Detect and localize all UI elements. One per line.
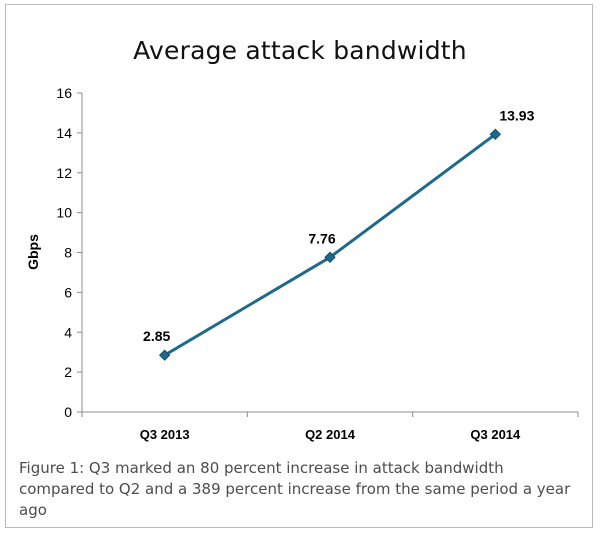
chart-title: Average attack bandwidth	[133, 36, 467, 65]
data-label: 2.85	[143, 328, 170, 344]
y-tick-label: 12	[56, 165, 72, 181]
data-point-marker	[489, 128, 502, 140]
y-axis-label: Gbps	[25, 234, 41, 270]
y-tick-label: 0	[64, 404, 72, 420]
x-tick-label: Q2 2014	[305, 427, 356, 442]
line-chart: 0 2 4 6 8 10 12 14 16 Q3 2013 Q2 2014 Q3 2014 2.85…	[25, 85, 579, 442]
y-tick-label: 16	[56, 85, 72, 101]
data-point-marker	[324, 251, 336, 263]
x-tick-labels: Q3 2013 Q2 2014 Q3 2014	[140, 427, 521, 442]
y-tick-label: 6	[64, 284, 72, 300]
series	[158, 128, 502, 361]
x-tick-label: Q3 2014	[470, 427, 521, 442]
x-tick-label: Q3 2013	[140, 427, 190, 442]
data-label: 7.76	[308, 230, 335, 246]
data-label: 13.93	[499, 107, 534, 123]
figure-caption: Figure 1: Q3 marked an 80 percent increa…	[19, 459, 571, 519]
y-tick-label: 2	[64, 364, 72, 380]
y-tick-label: 4	[64, 324, 72, 340]
y-tick-labels: 0 2 4 6 8 10 12 14 16	[56, 85, 72, 420]
figure-frame	[5, 4, 593, 528]
axes	[77, 92, 579, 417]
data-point-marker	[158, 349, 171, 361]
y-tick-label: 10	[56, 205, 72, 221]
y-tick-label: 14	[56, 125, 72, 141]
data-labels: 2.85 7.76 13.93	[143, 107, 535, 344]
y-tick-label: 8	[64, 245, 72, 261]
